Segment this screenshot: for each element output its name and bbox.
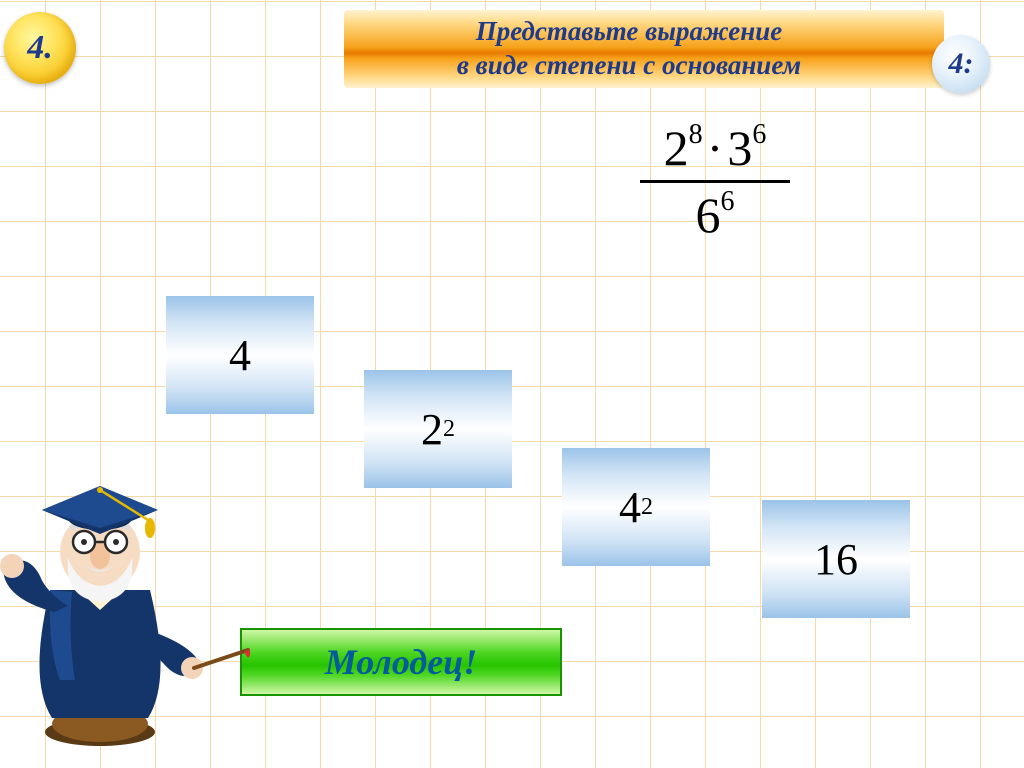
professor-icon	[0, 480, 250, 750]
title-bar: Представьте выражениев виде степени с ос…	[344, 10, 944, 88]
answer-tile-3[interactable]: 42	[562, 448, 710, 566]
title-text: Представьте выражениев виде степени с ос…	[447, 15, 841, 83]
den-base: 6	[696, 187, 721, 243]
base-badge-text: 4:	[949, 47, 974, 81]
tile-2-exp: 2	[443, 416, 455, 443]
base-badge: 4:	[932, 35, 990, 93]
feedback-text: Молодец!	[325, 641, 477, 683]
tile-3-exp: 2	[641, 494, 653, 521]
tile-2-base: 2	[421, 404, 443, 455]
question-number-text: 4.	[27, 29, 53, 67]
mult-dot: ·	[703, 120, 728, 176]
expression-fraction: 28·36 66	[610, 120, 820, 243]
answer-tile-4[interactable]: 16	[762, 500, 910, 618]
num-exp-1: 8	[689, 119, 703, 150]
answer-tile-2[interactable]: 22	[364, 370, 512, 488]
num-base-2: 3	[727, 120, 752, 176]
tile-1-base: 4	[229, 330, 251, 381]
question-number-badge: 4.	[4, 12, 76, 84]
fraction-denominator: 66	[610, 187, 820, 243]
feedback-banner: Молодец!	[240, 628, 562, 696]
fraction-bar	[640, 180, 790, 183]
num-exp-2: 6	[752, 119, 766, 150]
num-base-1: 2	[664, 120, 689, 176]
tile-4-base: 16	[814, 534, 858, 585]
tile-3-base: 4	[619, 482, 641, 533]
den-exp: 6	[721, 186, 735, 217]
answer-tile-1[interactable]: 4	[166, 296, 314, 414]
fraction-numerator: 28·36	[610, 120, 820, 176]
